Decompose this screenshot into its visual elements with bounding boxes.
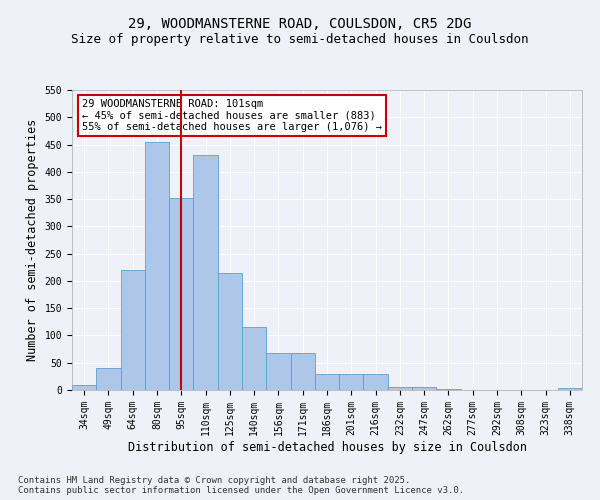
Text: Contains HM Land Registry data © Crown copyright and database right 2025.
Contai: Contains HM Land Registry data © Crown c… (18, 476, 464, 495)
Text: 29 WOODMANSTERNE ROAD: 101sqm
← 45% of semi-detached houses are smaller (883)
55: 29 WOODMANSTERNE ROAD: 101sqm ← 45% of s… (82, 99, 382, 132)
X-axis label: Distribution of semi-detached houses by size in Coulsdon: Distribution of semi-detached houses by … (128, 440, 527, 454)
Bar (121, 270, 145, 390)
Y-axis label: Number of semi-detached properties: Number of semi-detached properties (26, 119, 39, 361)
Bar (169, 198, 193, 390)
Bar (339, 374, 364, 390)
Bar (315, 374, 339, 390)
Bar (412, 388, 436, 390)
Bar (72, 384, 96, 390)
Bar (364, 374, 388, 390)
Bar (558, 388, 582, 390)
Text: Size of property relative to semi-detached houses in Coulsdon: Size of property relative to semi-detach… (71, 32, 529, 46)
Bar (193, 156, 218, 390)
Bar (266, 353, 290, 390)
Text: 29, WOODMANSTERNE ROAD, COULSDON, CR5 2DG: 29, WOODMANSTERNE ROAD, COULSDON, CR5 2D… (128, 18, 472, 32)
Bar (436, 389, 461, 390)
Bar (242, 328, 266, 390)
Bar (218, 272, 242, 390)
Bar (290, 353, 315, 390)
Bar (96, 368, 121, 390)
Bar (388, 386, 412, 390)
Bar (145, 142, 169, 390)
